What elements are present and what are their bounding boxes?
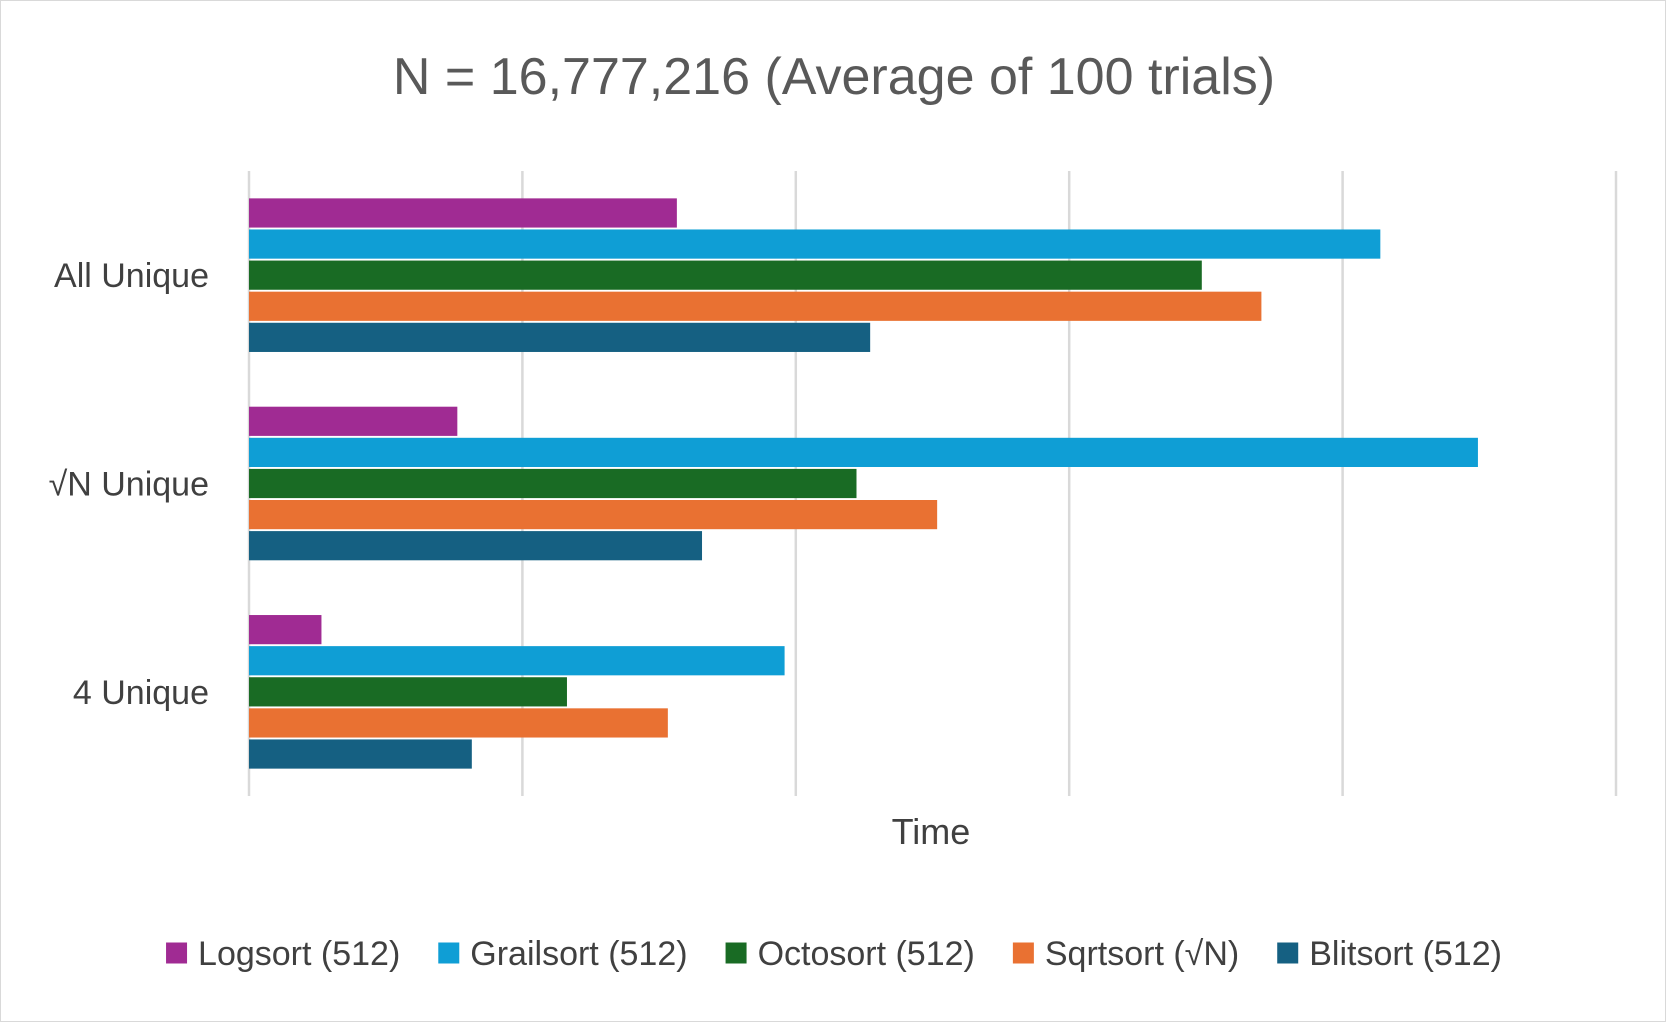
legend-swatch [725,942,747,964]
bar-group [249,198,1478,769]
bar [249,500,938,530]
legend-item: Blitsort (512) [1277,935,1502,973]
bar [249,615,322,645]
legend-swatch [1277,942,1299,964]
bar [249,708,668,738]
legend-item: Grailsort (512) [438,935,688,973]
category-label: 4 Unique [73,674,209,712]
legend-label: Logsort (512) [198,935,400,973]
bar [249,322,871,352]
bar [249,646,785,676]
legend-item: Octosort (512) [725,935,975,973]
legend-label: Grailsort (512) [470,935,687,973]
legend-label: Sqrtsort (√N) [1045,935,1239,973]
legend-swatch [166,942,188,964]
bar [249,468,857,499]
legend-label: Octosort (512) [758,935,975,973]
bar [249,198,677,228]
legend-swatch [1012,942,1034,964]
category-label: All Unique [54,257,209,295]
bar [249,260,1202,290]
bar [249,677,567,707]
category-label: √N Unique [49,466,209,504]
x-axis-title: Time [892,811,971,852]
bar [249,291,1262,321]
category-labels: All Unique √N Unique 4 Unique [49,257,209,712]
legend-swatch [438,942,460,964]
legend: Logsort (512) Grailsort (512) Octosort (51… [166,935,1502,973]
bar [249,739,472,769]
chart-title: N = 16,777,216 (Average of 100 trials) [393,48,1275,106]
bar [249,437,1478,467]
bar [249,229,1381,259]
legend-label: Blitsort (512) [1309,935,1502,973]
bar [249,531,703,561]
legend-item: Sqrtsort (√N) [1012,935,1239,973]
bar [249,406,458,436]
legend-item: Logsort (512) [166,935,400,973]
